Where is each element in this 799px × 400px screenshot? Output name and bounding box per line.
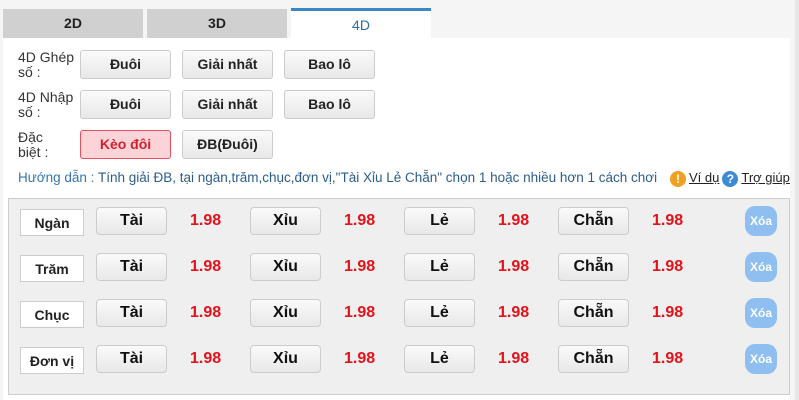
delete-button[interactable]: Xóa — [745, 206, 777, 236]
bet-choice-button[interactable]: Xỉu — [250, 207, 321, 235]
nhap-bao-lo-button[interactable]: Bao lô — [284, 90, 375, 119]
bet-choice-button[interactable]: Tài — [96, 207, 167, 235]
guide-text: Hướng dẫn : Tính giải ĐB, tại ngàn,trăm,… — [18, 170, 657, 185]
option-label-ghep: 4D Ghép số : — [18, 49, 75, 80]
odds-value: 1.98 — [498, 304, 530, 321]
odds-value: 1.98 — [344, 350, 376, 367]
tab-4d[interactable]: 4D — [291, 8, 431, 41]
odds-value: 1.98 — [344, 212, 376, 229]
warning-icon: ! — [670, 170, 686, 187]
bet-choice-button[interactable]: Lẻ — [404, 253, 475, 281]
bet-choice-button[interactable]: Chẵn — [558, 253, 629, 281]
keo-doi-button[interactable]: Kèo đôi — [80, 130, 171, 159]
option-label-nhap: 4D Nhập số : — [18, 89, 74, 120]
question-icon: ? — [722, 170, 739, 187]
bet-choice-button[interactable]: Lẻ — [404, 299, 475, 327]
bet-choice-button[interactable]: Xỉu — [250, 299, 321, 327]
odds-value: 1.98 — [652, 350, 684, 367]
odds-value: 1.98 — [652, 258, 684, 275]
bet-choice-button[interactable]: Chẵn — [558, 207, 629, 235]
guide-body: Tính giải ĐB, tại ngàn,trăm,chục,đơn vị,… — [97, 170, 658, 185]
ghep-giai-nhat-button[interactable]: Giải nhất — [182, 50, 273, 79]
example-link[interactable]: Ví dụ — [689, 170, 720, 185]
delete-button[interactable]: Xóa — [745, 344, 777, 374]
db-duoi-button[interactable]: ĐB(Đuôi) — [182, 130, 273, 159]
odds-value: 1.98 — [344, 304, 376, 321]
position-label: Trăm — [20, 255, 84, 282]
bet-choice-button[interactable]: Xỉu — [250, 345, 321, 373]
bet-panel: Ngàn Tài 1.98 Xỉu 1.98 Lẻ 1.98 Chẵn 1.98 Xóa Trăm T… — [8, 198, 790, 395]
bet-choice-button[interactable]: Xỉu — [250, 253, 321, 281]
bet-row: Ngàn Tài 1.98 Xỉu 1.98 Lẻ 1.98 Chẵn 1.98 Xóa — [9, 206, 789, 237]
ghep-duoi-button[interactable]: Đuôi — [80, 50, 171, 79]
odds-value: 1.98 — [498, 350, 530, 367]
bet-choice-button[interactable]: Lẻ — [404, 345, 475, 373]
position-label: Ngàn — [20, 209, 84, 236]
bet-choice-button[interactable]: Chẵn — [558, 299, 629, 327]
odds-value: 1.98 — [652, 212, 684, 229]
bet-choice-button[interactable]: Lẻ — [404, 207, 475, 235]
bet-row: Trăm Tài 1.98 Xỉu 1.98 Lẻ 1.98 Chẵn 1.98 Xóa — [9, 252, 789, 283]
bet-choice-button[interactable]: Tài — [96, 253, 167, 281]
bet-choice-button[interactable]: Tài — [96, 299, 167, 327]
option-label-dac-biet: Đặc biệt : — [18, 129, 49, 160]
odds-value: 1.98 — [498, 258, 530, 275]
bet-choice-button[interactable]: Tài — [96, 345, 167, 373]
odds-value: 1.98 — [498, 212, 530, 229]
nhap-duoi-button[interactable]: Đuôi — [80, 90, 171, 119]
position-label: Chục — [20, 301, 84, 328]
help-links: ! Ví dụ? Trợ giúp — [667, 170, 790, 187]
odds-value: 1.98 — [652, 304, 684, 321]
help-link[interactable]: Trợ giúp — [741, 170, 790, 185]
position-label: Đơn vị — [20, 347, 84, 374]
tab-3d[interactable]: 3D — [147, 9, 287, 38]
bet-row: Đơn vị Tài 1.98 Xỉu 1.98 Lẻ 1.98 Chẵn 1.98 Xóa — [9, 344, 789, 375]
odds-value: 1.98 — [190, 258, 222, 275]
odds-value: 1.98 — [344, 258, 376, 275]
odds-value: 1.98 — [190, 304, 222, 321]
scrollbar[interactable] — [795, 0, 799, 400]
bet-row: Chục Tài 1.98 Xỉu 1.98 Lẻ 1.98 Chẵn 1.98 Xóa — [9, 298, 789, 329]
ghep-bao-lo-button[interactable]: Bao lô — [284, 50, 375, 79]
odds-value: 1.98 — [190, 350, 222, 367]
bet-choice-button[interactable]: Chẵn — [558, 345, 629, 373]
nhap-giai-nhat-button[interactable]: Giải nhất — [182, 90, 273, 119]
tab-2d[interactable]: 2D — [3, 9, 143, 38]
delete-button[interactable]: Xóa — [745, 252, 777, 282]
delete-button[interactable]: Xóa — [745, 298, 777, 328]
guide-lead: Hướng dẫn : — [18, 170, 95, 185]
odds-value: 1.98 — [190, 212, 222, 229]
